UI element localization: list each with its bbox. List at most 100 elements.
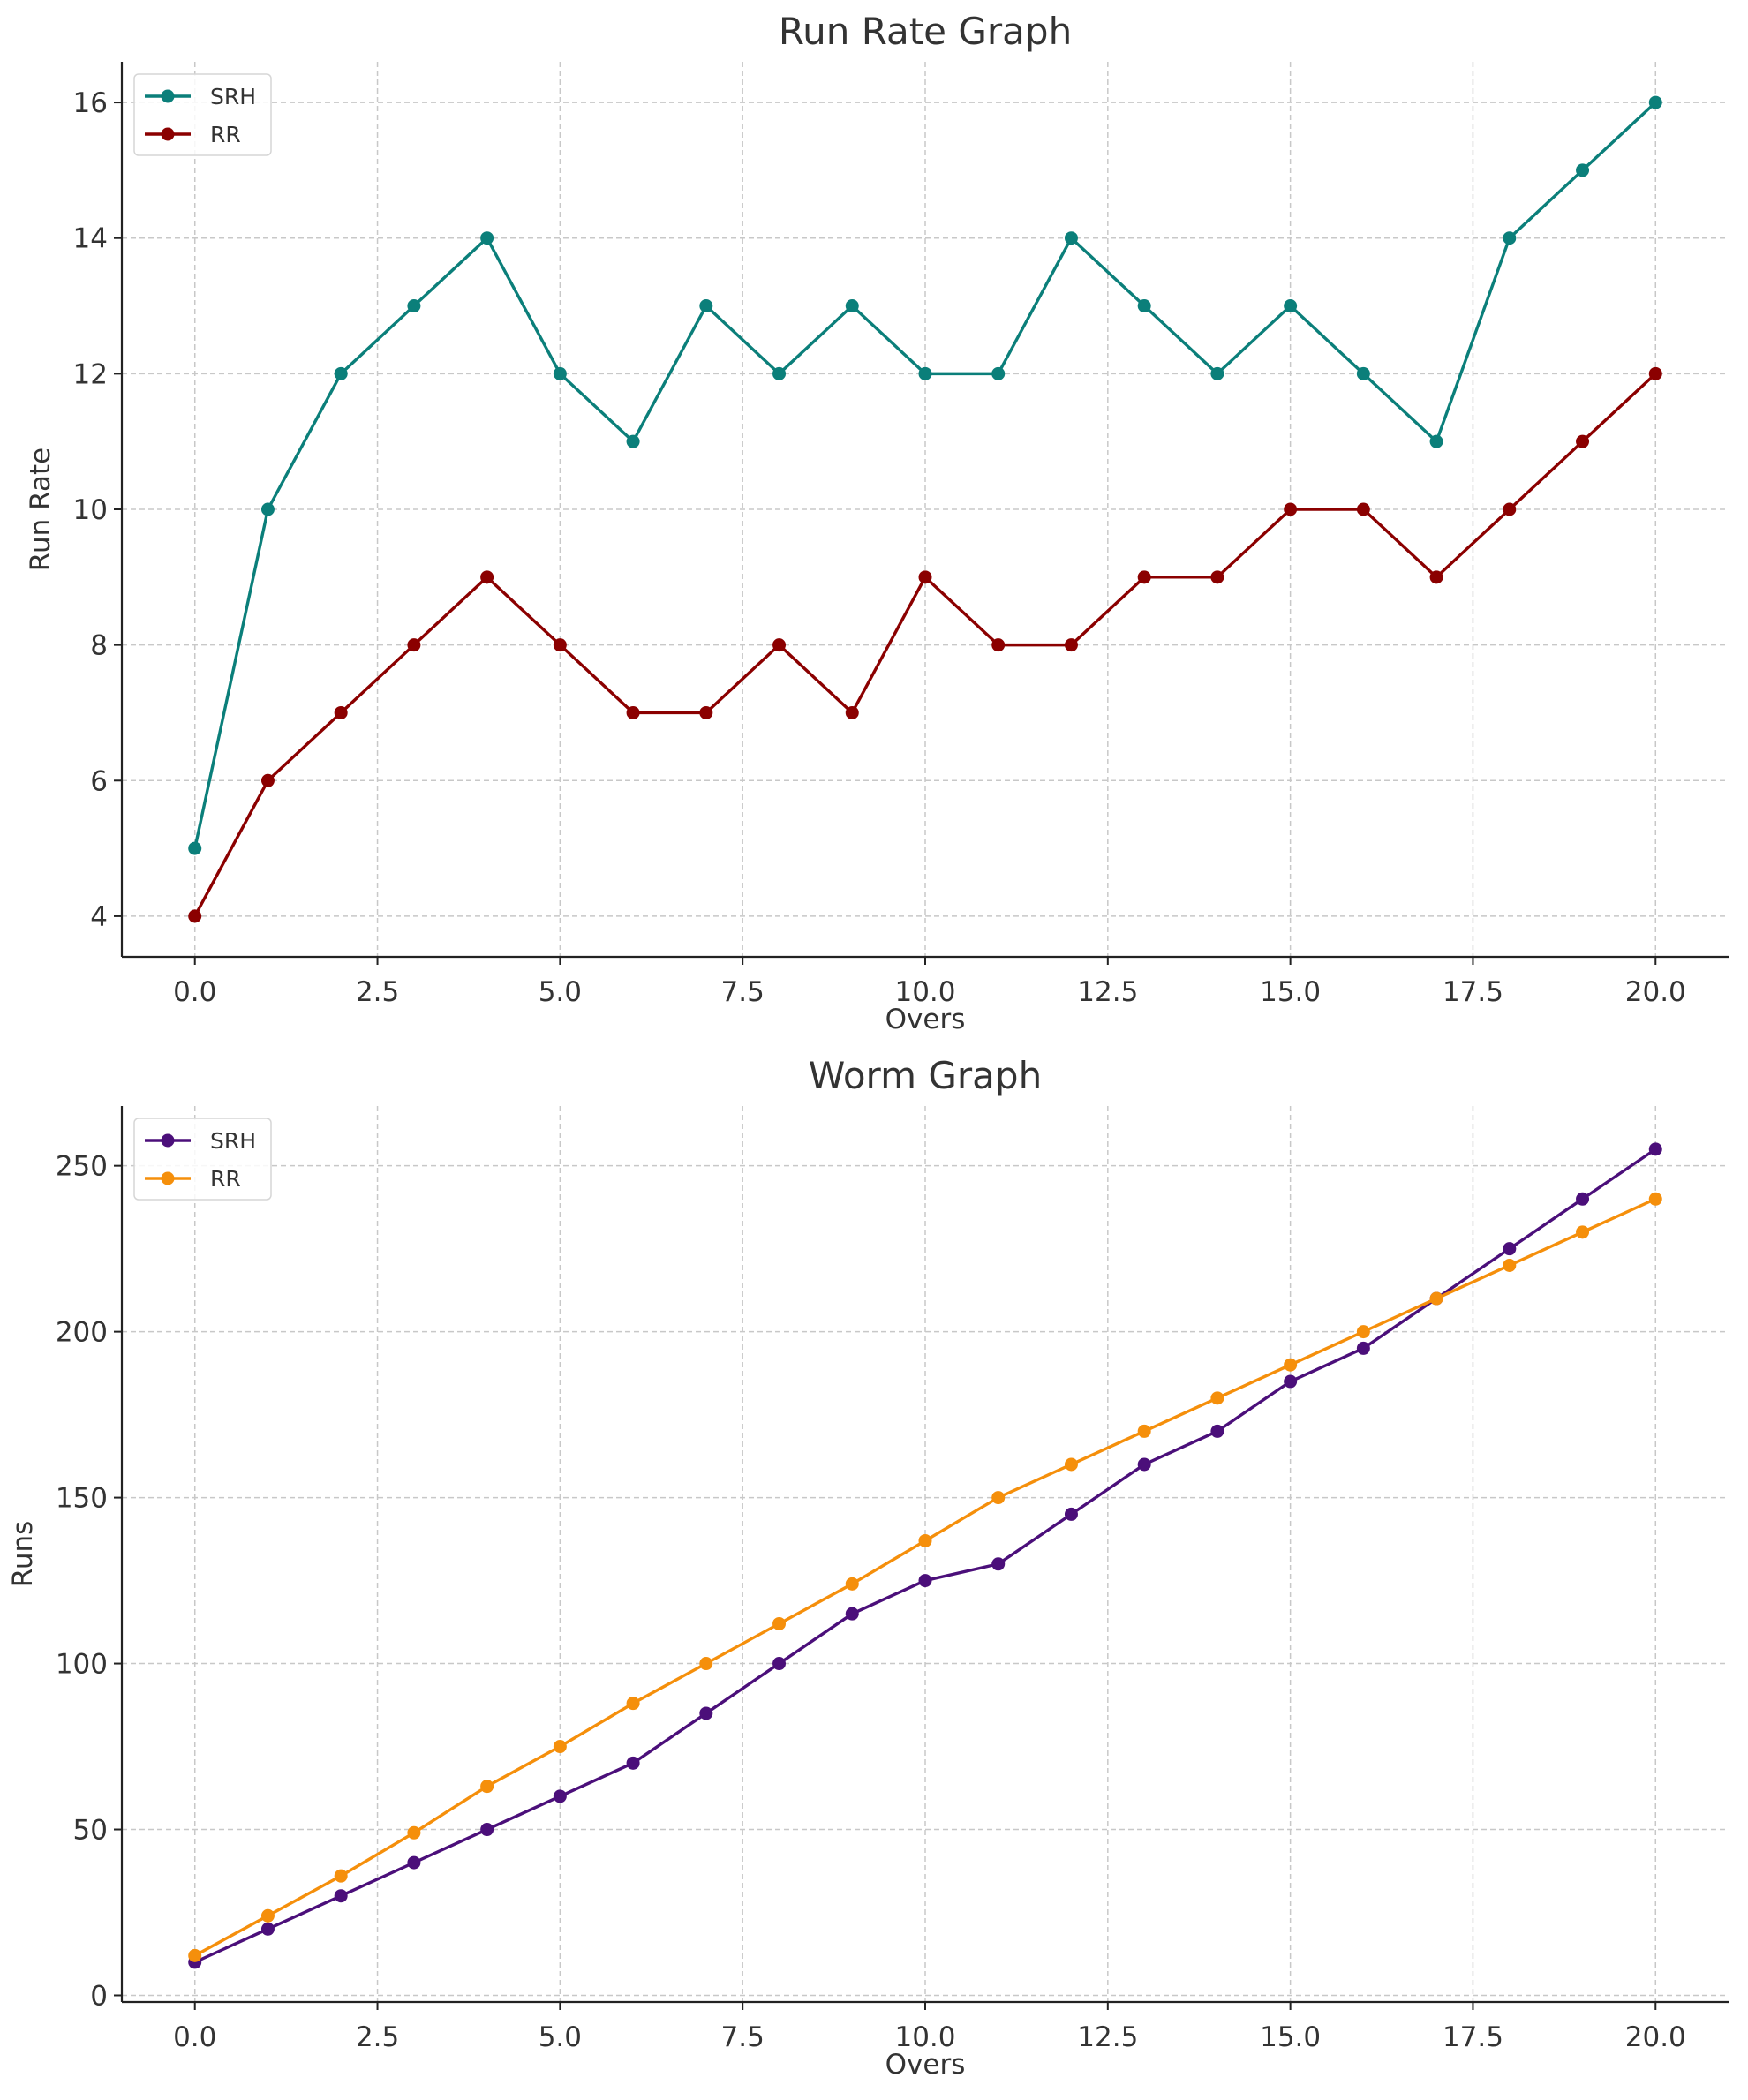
x-tick-label: 20.0: [1625, 2021, 1686, 2053]
data-point-rr: [845, 705, 859, 719]
data-point-rr: [772, 1616, 787, 1630]
data-point-rr: [1356, 502, 1370, 516]
chart-panel-2: 0.0 2.5 5.0 7.5 10.0 12.5 15.0 17.5 20.0 0 50 100 15…: [7, 1054, 1729, 2081]
data-point-srh: [1284, 299, 1298, 313]
data-point-rr: [1284, 1358, 1298, 1372]
legend-label-rr: RR: [210, 122, 241, 147]
legend-marker-srh: [161, 89, 175, 103]
data-point-rr: [991, 1491, 1006, 1505]
data-point-srh: [1064, 1507, 1078, 1521]
x-tick-label: 5.0: [539, 976, 582, 1008]
data-point-rr: [260, 1908, 275, 1923]
data-point-rr: [1284, 502, 1298, 516]
data-point-rr: [1137, 1424, 1151, 1438]
data-point-rr: [1137, 570, 1151, 584]
chart-title: Run Rate Graph: [779, 10, 1072, 53]
data-point-rr: [334, 1869, 348, 1883]
data-point-srh: [1503, 1242, 1517, 1256]
data-point-rr: [1576, 434, 1590, 448]
data-point-srh: [1210, 366, 1224, 380]
data-point-rr: [1503, 502, 1517, 516]
data-point-srh: [260, 502, 275, 516]
y-axis-label: Run Rate: [25, 448, 57, 571]
x-tick-label: 17.5: [1443, 976, 1503, 1008]
data-point-rr: [188, 909, 202, 923]
y-tick-label: 6: [90, 765, 108, 797]
data-point-srh: [1503, 231, 1517, 245]
data-point-rr: [1210, 570, 1224, 584]
legend-marker-srh: [161, 1133, 175, 1148]
data-point-rr: [334, 705, 348, 719]
y-tick-label: 8: [90, 630, 108, 662]
data-point-rr: [1648, 1192, 1662, 1206]
data-point-rr: [407, 638, 421, 652]
y-tick-label: 12: [73, 358, 108, 390]
data-point-srh: [260, 1922, 275, 1936]
x-tick-label: 2.5: [356, 2021, 399, 2053]
x-tick-label: 12.5: [1077, 2021, 1138, 2053]
series-rr: [188, 366, 1662, 923]
legend-marker-rr: [161, 127, 175, 141]
data-point-srh: [553, 366, 567, 380]
y-tick-label: 16: [73, 87, 108, 119]
data-point-rr: [918, 1533, 932, 1547]
data-point-srh: [407, 299, 421, 313]
data-point-rr: [1429, 1291, 1443, 1306]
chart-panel-1: 0.0 2.5 5.0 7.5 10.0 12.5 15.0 17.5 20.0 4 6 8 10 12 1…: [25, 10, 1729, 1035]
data-point-rr: [626, 705, 640, 719]
x-tick-label: 2.5: [356, 976, 399, 1008]
data-point-srh: [772, 366, 787, 380]
data-point-rr: [480, 570, 494, 584]
x-tick-label: 10.0: [894, 2021, 955, 2053]
data-point-srh: [1648, 95, 1662, 109]
data-point-srh: [918, 366, 932, 380]
x-tick-label: 7.5: [721, 976, 765, 1008]
x-tick-label: 5.0: [539, 2021, 582, 2053]
data-point-srh: [1648, 1142, 1662, 1156]
data-point-rr: [1503, 1258, 1517, 1272]
legend-label-srh: SRH: [210, 1128, 256, 1154]
data-point-rr: [553, 1740, 567, 1754]
data-point-rr: [699, 705, 713, 719]
chart-title: Worm Graph: [809, 1054, 1042, 1097]
data-point-rr: [845, 1577, 859, 1591]
data-point-rr: [991, 638, 1006, 652]
x-tick-label: 0.0: [173, 976, 216, 1008]
data-point-rr: [1429, 570, 1443, 584]
data-point-srh: [1356, 366, 1370, 380]
data-point-srh: [991, 1557, 1006, 1571]
data-point-rr: [1064, 1457, 1078, 1472]
y-tick-label: 250: [56, 1151, 108, 1183]
x-tick-label: 17.5: [1443, 2021, 1503, 2053]
y-tick-label: 150: [56, 1483, 108, 1515]
data-point-srh: [1356, 1341, 1370, 1355]
data-point-srh: [407, 1855, 421, 1870]
x-tick-label: 20.0: [1625, 976, 1686, 1008]
data-point-srh: [334, 1889, 348, 1903]
y-tick-label: 14: [73, 223, 108, 255]
data-point-srh: [1576, 1192, 1590, 1206]
series-rr: [188, 1192, 1662, 1962]
data-point-rr: [480, 1780, 494, 1794]
data-point-srh: [845, 299, 859, 313]
data-point-srh: [1429, 434, 1443, 448]
legend-marker-rr: [161, 1171, 175, 1185]
y-tick-label: 200: [56, 1317, 108, 1349]
data-point-srh: [1284, 1374, 1298, 1389]
y-tick-label: 10: [73, 494, 108, 526]
data-point-srh: [626, 1756, 640, 1770]
data-point-srh: [1137, 299, 1151, 313]
x-tick-label: 15.0: [1260, 2021, 1321, 2053]
legend-label-srh: SRH: [210, 84, 256, 109]
x-axis-label: Overs: [885, 2049, 966, 2081]
legend: SRH RR: [133, 1118, 272, 1201]
legend-label-rr: RR: [210, 1166, 241, 1192]
y-tick-label: 50: [73, 1815, 108, 1847]
data-point-srh: [480, 231, 494, 245]
data-point-srh: [991, 366, 1006, 380]
data-point-rr: [1648, 366, 1662, 380]
data-point-srh: [626, 434, 640, 448]
data-point-srh: [553, 1789, 567, 1803]
data-point-rr: [260, 773, 275, 787]
